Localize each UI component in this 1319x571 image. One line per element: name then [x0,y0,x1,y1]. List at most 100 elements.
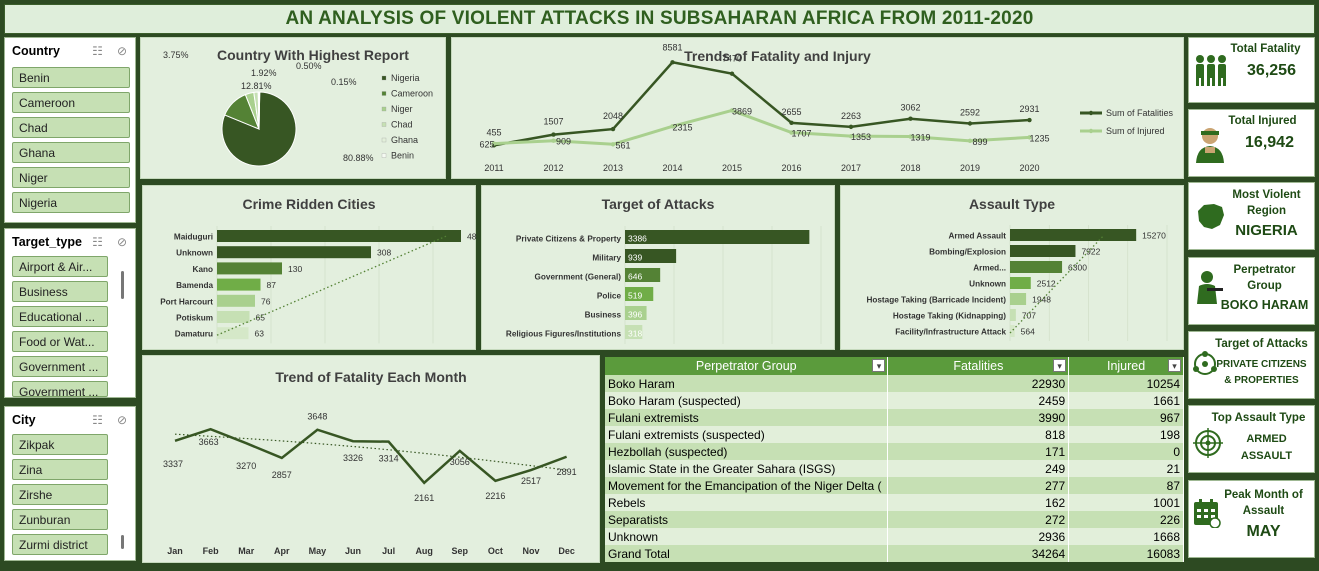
x-tick-label: Jun [345,546,361,556]
filter-dropdown-icon[interactable]: ▾ [1168,359,1181,372]
data-label: 8581 [662,42,682,52]
slicer-item-government-1[interactable]: Government ... [12,356,108,377]
slicer-item-zirshe[interactable]: Zirshe [12,484,108,505]
data-label: 707 [1022,311,1036,321]
y-tick-label: Maiduguri [174,233,213,242]
data-label: 2216 [485,491,505,501]
column-header-injured[interactable]: Injured ▾ [1068,357,1184,375]
x-tick-label: Mar [238,546,255,556]
column-header-perpetrator[interactable]: Perpetrator Group ▾ [605,357,889,375]
bar [217,311,250,323]
y-tick-label: Kano [193,265,213,274]
country-slicer[interactable]: Country ☷ ⊘ Benin Cameroon Chad Ghana Ni… [4,37,136,223]
data-label: 939 [628,253,642,263]
multi-select-icon[interactable]: ☷ [92,44,103,58]
data-label: 2655 [781,107,801,117]
slicer-item-zikpak[interactable]: Zikpak [12,434,108,455]
bar [625,325,643,339]
pie-chart: 80.88% 12.81% 3.75% 1.92% 0.50% 0.15% Nigeria C… [163,50,433,167]
target-type-slicer[interactable]: Target_type ☷ ⊘ Airport & Air... Busines… [4,228,136,398]
data-label: 6300 [1068,263,1087,273]
table-cell-injured: 967 [1068,409,1184,426]
y-tick-label: Potiskum [176,314,213,323]
data-point [491,141,497,146]
data-label: 3337 [163,459,183,469]
clear-filter-icon[interactable]: ⊘ [116,413,127,427]
trendline [1009,234,1105,334]
bar [1010,293,1027,305]
column-header-fatalities[interactable]: Fatalities ▾ [887,357,1070,375]
x-tick-label: 2017 [841,163,861,173]
slicer-item-cameroon[interactable]: Cameroon [12,92,130,113]
slicer-item-nigeria[interactable]: Nigeria [12,192,130,213]
kpi-most-violent-label-2: Region [1247,205,1286,217]
bar [1010,229,1137,241]
slicer-item-food-water[interactable]: Food or Wat... [12,331,108,352]
series-line-fatalities [493,60,1030,147]
slicer-item-zurmi[interactable]: Zurmi district [12,534,108,555]
y-tick-label: Damaturu [175,330,213,339]
y-tick-label: Bamenda [176,281,213,290]
data-label: 2931 [1019,104,1039,114]
pie-data-label: 1.92% [251,68,277,78]
slicer-scrollbar[interactable] [121,271,124,299]
group-people-icon [1196,55,1226,86]
x-tick-label: Feb [203,546,220,556]
table-cell-injured: 10254 [1068,375,1184,392]
bar [625,287,654,301]
city-slicer[interactable]: City ☷ ⊘ Zikpak Zina Zirshe Zunburan Zur… [4,406,136,561]
x-tick-label: 2012 [543,163,563,173]
x-tick-label: 2014 [662,163,682,173]
slicer-item-government-2[interactable]: Government ... [12,381,108,397]
bar [217,246,371,259]
assault-chart-panel: Assault Type Armed Assault 15270 Bombing/E… [840,185,1184,350]
kpi-peak-label-2: Assault [1242,505,1285,517]
trend-chart-title: Trends of Fatality and Injury [684,48,871,64]
people-network-icon [1193,351,1217,375]
slicer-item-zunburan[interactable]: Zunburan [12,509,108,530]
clear-filter-icon[interactable]: ⊘ [116,44,127,58]
table-cell-group: Unknown [605,528,889,545]
data-label: 646 [628,272,642,282]
slicer-scrollbar[interactable] [121,535,124,549]
legend-marker [1088,110,1094,116]
slicer-item-chad[interactable]: Chad [12,117,130,138]
kpi-peak-label-1: Peak Month of [1224,489,1303,501]
table-cell-group: Separatists [605,511,889,528]
data-label: 2161 [414,493,434,503]
data-label: 561 [615,140,630,150]
city-slicer-title: City [12,413,36,427]
data-label: 3648 [307,412,327,422]
pie-data-label: 3.75% [163,50,189,60]
data-label: 396 [628,310,642,320]
slicer-item-zina[interactable]: Zina [12,459,108,480]
data-label: 63 [255,329,265,339]
multi-select-icon[interactable]: ☷ [92,413,103,427]
trend-line-chart: 455 1507 2048 8581 7470 2655 2263 3062 2592 2931 6… [479,42,1173,173]
x-tick-label: 2018 [900,163,920,173]
slicer-item-educational[interactable]: Educational ... [12,306,108,327]
kpi-assault-value-2: ASSAULT [1240,450,1293,462]
slicer-item-airport[interactable]: Airport & Air... [12,256,108,277]
slicer-item-benin[interactable]: Benin [12,67,130,88]
data-label: 3326 [343,453,363,463]
pie-chart-panel: Country With Highest Report 80.88% 12.81%… [140,37,446,179]
pie-data-label: 12.81% [241,81,272,91]
gunman-icon [1197,271,1223,304]
x-tick-label: Apr [274,546,290,556]
y-tick-label: Facility/Infrastructure Attack [895,328,1006,337]
table-cell-injured: 0 [1068,443,1184,460]
table-cell-fatalities: 22930 [887,375,1070,392]
filter-dropdown-icon[interactable]: ▾ [872,359,886,372]
slicer-item-business[interactable]: Business [12,281,108,302]
x-tick-label: 2020 [1019,163,1039,173]
table-row: Fulani extremists (suspected) 818 198 [605,426,1184,443]
slicer-item-niger[interactable]: Niger [12,167,130,188]
multi-select-icon[interactable]: ☷ [92,235,103,249]
table-row: Boko Haram (suspected) 2459 1661 [605,392,1184,409]
slicer-item-ghana[interactable]: Ghana [12,142,130,163]
filter-dropdown-icon[interactable]: ▾ [1053,359,1067,372]
data-point [967,121,973,126]
clear-filter-icon[interactable]: ⊘ [116,235,127,249]
data-label: 87 [267,280,277,290]
